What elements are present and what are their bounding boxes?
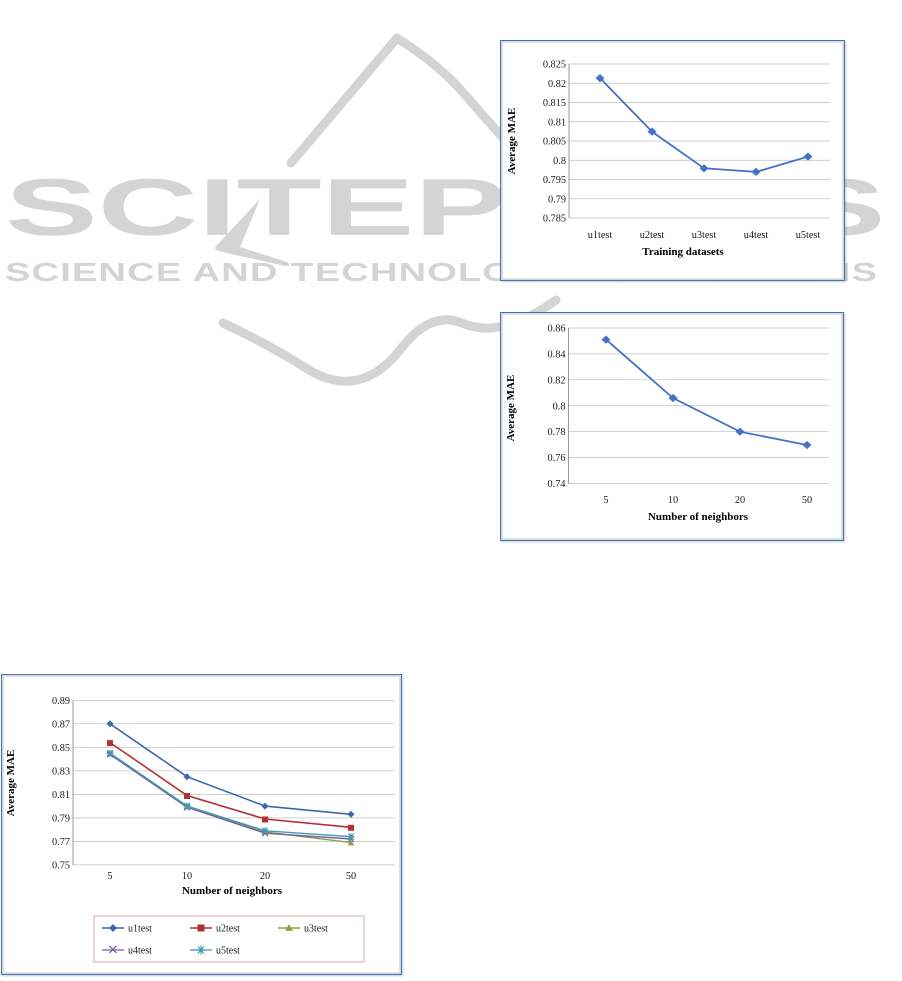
svg-text:u5test: u5test <box>216 946 240 957</box>
svg-text:0.81: 0.81 <box>548 117 566 128</box>
svg-text:0.81: 0.81 <box>52 790 70 801</box>
svg-text:u4test: u4test <box>128 946 152 957</box>
svg-text:10: 10 <box>182 871 192 882</box>
svg-text:0.815: 0.815 <box>543 98 566 109</box>
svg-text:Average MAE: Average MAE <box>5 750 17 817</box>
svg-text:0.79: 0.79 <box>548 194 566 205</box>
svg-text:u4test: u4test <box>744 230 769 241</box>
svg-text:u5test: u5test <box>796 230 821 241</box>
svg-text:0.74: 0.74 <box>547 479 565 490</box>
svg-text:0.805: 0.805 <box>543 137 566 148</box>
svg-text:u1test: u1test <box>128 924 152 935</box>
svg-text:0.85: 0.85 <box>52 743 70 754</box>
svg-text:Number of neighbors: Number of neighbors <box>648 511 749 523</box>
svg-text:0.76: 0.76 <box>547 453 565 464</box>
svg-text:Number of neighbors: Number of neighbors <box>182 885 283 897</box>
svg-text:5: 5 <box>107 871 112 882</box>
svg-text:0.785: 0.785 <box>543 214 566 225</box>
svg-text:0.87: 0.87 <box>52 719 70 730</box>
svg-text:0.82: 0.82 <box>547 375 565 386</box>
svg-text:u2test: u2test <box>216 924 240 935</box>
svg-text:u3test: u3test <box>304 924 328 935</box>
svg-text:0.75: 0.75 <box>52 860 70 871</box>
svg-text:Average MAE: Average MAE <box>505 375 517 442</box>
svg-text:0.78: 0.78 <box>547 427 565 438</box>
svg-text:50: 50 <box>346 871 356 882</box>
svg-text:20: 20 <box>260 871 270 882</box>
svg-text:Average MAE: Average MAE <box>506 108 518 175</box>
svg-text:0.77: 0.77 <box>52 837 70 848</box>
svg-text:5: 5 <box>603 495 608 506</box>
svg-text:0.86: 0.86 <box>547 324 565 335</box>
svg-text:0.84: 0.84 <box>547 349 565 360</box>
svg-text:0.79: 0.79 <box>52 813 70 824</box>
svg-text:0.8: 0.8 <box>553 401 566 412</box>
svg-text:u2test: u2test <box>640 230 665 241</box>
svg-text:10: 10 <box>668 495 678 506</box>
svg-text:u1test: u1test <box>588 230 613 241</box>
svg-text:Training datasets: Training datasets <box>642 246 724 258</box>
svg-text:0.795: 0.795 <box>543 175 566 186</box>
svg-text:0.83: 0.83 <box>52 766 70 777</box>
svg-text:0.82: 0.82 <box>548 79 566 90</box>
svg-text:0.89: 0.89 <box>52 696 70 707</box>
svg-text:0.825: 0.825 <box>543 60 566 71</box>
svg-text:u3test: u3test <box>692 230 717 241</box>
svg-text:0.8: 0.8 <box>553 156 566 167</box>
svg-text:20: 20 <box>735 495 745 506</box>
svg-text:50: 50 <box>802 495 812 506</box>
